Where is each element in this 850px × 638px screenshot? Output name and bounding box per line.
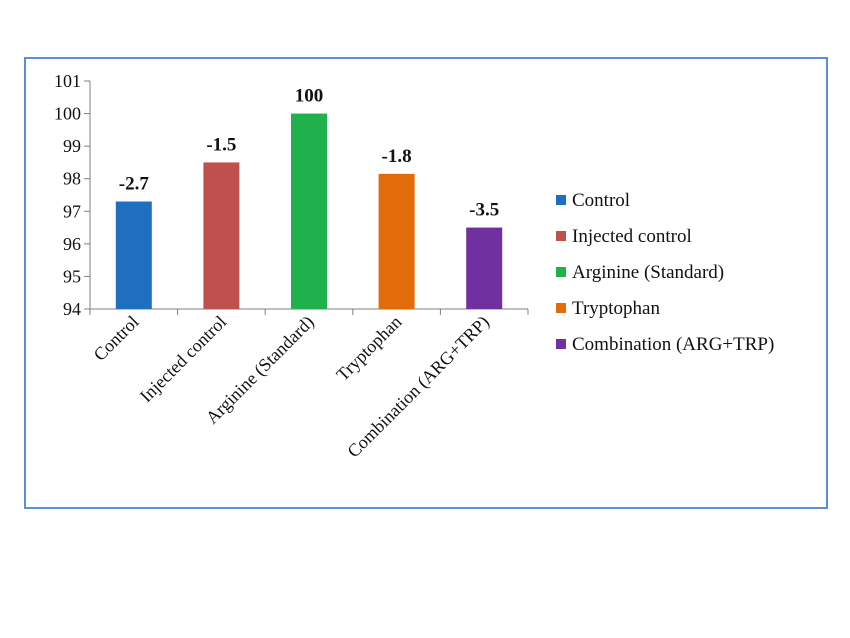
x-category-label: Combination (ARG+TRP): [343, 312, 493, 462]
bar-series: [115, 113, 503, 309]
legend-swatch: [556, 195, 566, 205]
y-tick-label: 95: [63, 266, 81, 286]
bar: [291, 113, 327, 309]
legend-entry-label: Tryptophan: [572, 298, 660, 319]
bar: [203, 162, 240, 309]
legend-swatch: [556, 303, 566, 313]
data-labels: -2.7 -1.5 100 -1.8 -3.5: [119, 86, 499, 221]
y-tick-label: 101: [54, 71, 81, 91]
y-tick-label: 98: [63, 169, 81, 189]
x-category-label: Control: [90, 312, 143, 365]
legend-swatch: [556, 231, 566, 241]
bar: [378, 173, 415, 309]
y-tick-label: 96: [63, 234, 81, 254]
legend-entry-label: Control: [572, 190, 630, 211]
data-label: 100: [295, 86, 324, 107]
data-label: -1.5: [206, 134, 236, 155]
data-label: -1.8: [382, 146, 412, 167]
bar-chart: 94 95 96 97 98 99 100 101 -2.7 -1.5 100 -1.8 -3.5 C…: [54, 71, 774, 462]
data-label: -2.7: [119, 174, 150, 195]
x-category-label: Tryptophan: [332, 312, 405, 385]
legend-entry-label: Arginine (Standard): [572, 262, 724, 283]
legend-entry-label: Injected control: [572, 226, 692, 247]
data-label: -3.5: [469, 200, 499, 221]
legend-swatch: [556, 267, 566, 277]
x-category-label: Injected control: [136, 312, 230, 406]
y-tick-label: 100: [54, 104, 81, 124]
y-tick-label: 99: [63, 136, 81, 156]
legend: Control Injected control Arginine (Standar…: [556, 190, 774, 355]
legend-entry-label: Combination (ARG+TRP): [572, 334, 774, 355]
legend-swatch: [556, 339, 566, 349]
y-tick-label: 94: [63, 299, 81, 319]
bar: [115, 201, 152, 309]
chart-frame: 94 95 96 97 98 99 100 101 -2.7 -1.5 100 -1.8 -3.5 C…: [24, 57, 828, 509]
chart-axes: 94 95 96 97 98 99 100 101: [54, 71, 529, 319]
y-tick-label: 97: [63, 201, 81, 221]
bar: [466, 227, 503, 309]
